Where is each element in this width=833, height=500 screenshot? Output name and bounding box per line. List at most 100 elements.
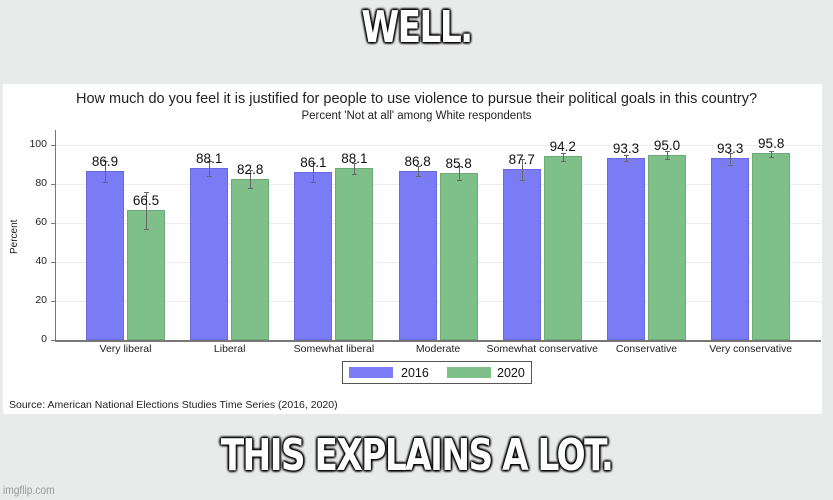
legend-label-2020: 2020	[497, 366, 525, 380]
error-cap	[665, 158, 670, 160]
gridline	[56, 262, 821, 263]
chart-subtitle: Percent 'Not at all' among White respond…	[301, 110, 532, 122]
legend-swatch-2016	[349, 367, 393, 378]
error-bar	[417, 166, 419, 177]
source-note: Source: American National Elections Stud…	[9, 399, 338, 411]
x-tick-label: Somewhat conservative	[486, 343, 599, 355]
value-label: 66.5	[132, 193, 160, 209]
bar-2016-4	[502, 168, 541, 340]
y-tick-label: 0	[41, 333, 47, 345]
error-cap	[415, 166, 421, 168]
error-cap	[311, 162, 317, 164]
error-cap	[352, 162, 358, 164]
x-tick-label: Conservative	[615, 343, 678, 355]
value-label: 93.3	[612, 141, 640, 157]
legend-swatch-2020	[447, 367, 491, 378]
bar-2016-2	[294, 172, 333, 340]
x-tick-label: Liberal	[213, 343, 246, 355]
gridline	[56, 184, 821, 185]
error-cap	[665, 150, 670, 152]
value-label: 93.3	[717, 141, 744, 157]
y-tick-label: 80	[35, 177, 47, 189]
error-bar	[313, 162, 315, 183]
error-bar	[105, 160, 106, 183]
meme-bottom-text: THIS EXPLAINS A LOT.	[220, 430, 614, 481]
bar-2020-1	[231, 178, 270, 340]
error-cap	[103, 160, 108, 162]
value-label: 86.1	[300, 155, 327, 171]
watermark: imgflip.com	[3, 483, 55, 497]
error-bar	[730, 152, 732, 165]
error-cap	[207, 160, 213, 162]
gridline	[56, 301, 821, 302]
value-label: 95.0	[653, 137, 681, 153]
legend: 2016 2020	[342, 361, 532, 384]
value-label: 82.8	[237, 161, 264, 177]
bar-2020-2	[335, 168, 374, 340]
error-cap	[519, 180, 525, 182]
error-bar	[250, 170, 252, 188]
bar-2016-1	[190, 168, 229, 340]
bar-2016-6	[711, 158, 750, 340]
y-tick-label: 100	[29, 138, 47, 150]
y-tick-label: 40	[35, 255, 47, 267]
meme-top-text: WELL.	[361, 2, 473, 53]
error-cap	[769, 156, 775, 158]
y-tick-mark	[51, 301, 55, 302]
error-bar	[458, 166, 460, 181]
y-axis	[55, 130, 56, 340]
value-label: 88.1	[341, 151, 368, 167]
y-tick-mark	[51, 262, 55, 263]
bar-2020-6	[752, 153, 791, 340]
y-tick-mark	[51, 223, 55, 224]
error-cap	[769, 150, 775, 152]
x-axis	[55, 340, 821, 342]
value-label: 86.8	[404, 153, 431, 169]
legend-label-2016: 2016	[401, 366, 429, 380]
bar-2016-5	[607, 158, 645, 340]
error-cap	[624, 154, 629, 156]
error-bar	[562, 152, 564, 161]
bar-2020-5	[648, 154, 686, 340]
error-cap	[103, 182, 108, 184]
error-cap	[456, 166, 462, 168]
error-bar	[146, 191, 147, 229]
error-cap	[144, 191, 149, 193]
error-cap	[624, 160, 629, 162]
error-cap	[519, 158, 525, 160]
gridline	[56, 145, 821, 146]
x-tick-label: Moderate	[415, 343, 461, 355]
x-tick-label: Somewhat liberal	[293, 343, 375, 355]
value-label: 95.8	[758, 136, 785, 152]
y-tick-mark	[51, 145, 55, 146]
value-label: 88.1	[196, 151, 223, 167]
bar-2020-4	[543, 156, 582, 340]
error-cap	[560, 152, 566, 154]
y-tick-label: 60	[35, 216, 47, 228]
bar-2016-0	[86, 170, 124, 340]
error-cap	[352, 174, 358, 176]
bar-2020-0	[127, 210, 165, 340]
error-cap	[728, 164, 734, 166]
gridline	[56, 223, 821, 224]
error-cap	[415, 176, 421, 178]
bar-2016-3	[398, 170, 437, 340]
error-cap	[207, 176, 213, 178]
error-cap	[311, 182, 317, 184]
x-tick-label: Very conservative	[709, 343, 793, 355]
chart-title: How much do you feel it is justified for…	[75, 91, 758, 107]
error-bar	[209, 160, 211, 177]
value-label: 86.9	[91, 153, 119, 169]
error-cap	[456, 180, 462, 182]
error-cap	[560, 160, 566, 162]
y-tick-mark	[51, 340, 55, 341]
bar-2020-3	[439, 172, 478, 340]
value-label: 85.8	[445, 155, 472, 171]
x-tick-label: Very liberal	[99, 343, 152, 355]
error-cap	[248, 170, 254, 172]
value-label: 94.2	[549, 139, 576, 155]
y-tick-label: 20	[35, 294, 47, 306]
error-bar	[354, 162, 356, 175]
error-cap	[248, 187, 254, 189]
error-cap	[144, 228, 149, 230]
